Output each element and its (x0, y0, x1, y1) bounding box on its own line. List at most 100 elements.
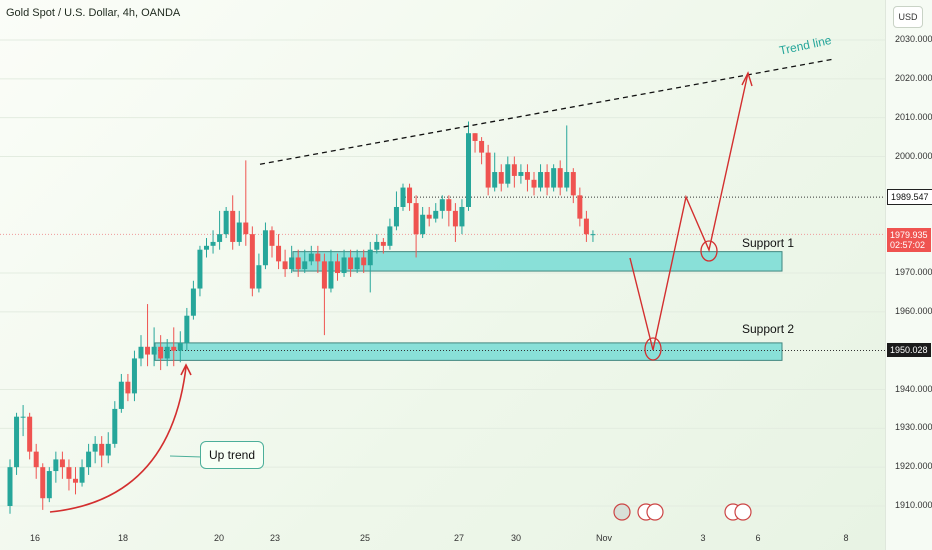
candle-body-65 (433, 210, 439, 219)
up-trend-callout: Up trend (200, 441, 265, 469)
candle-body-0 (7, 467, 13, 506)
candle-body-10 (73, 478, 78, 483)
currency-button[interactable]: USD (893, 6, 923, 28)
trend-line (259, 58, 833, 165)
candle-body-61 (407, 187, 413, 204)
candle-body-83 (551, 168, 557, 188)
candle-body-46 (308, 253, 314, 262)
candle-body-14 (99, 443, 105, 456)
x-tick-label: 20 (213, 533, 225, 543)
candle-body-51 (341, 257, 347, 273)
candle-body-17 (118, 381, 124, 409)
candle-body-33 (223, 210, 229, 235)
candle-body-9 (66, 467, 72, 479)
candle-body-75 (498, 172, 504, 184)
candle-body-62 (413, 203, 419, 235)
support-2-label: Support 2 (742, 322, 795, 336)
y-tick-label: 1930.000 (895, 422, 932, 433)
candle-body-74 (492, 172, 498, 188)
candle-body-28 (190, 288, 196, 316)
candle-body-24 (164, 346, 170, 359)
candle-body-67 (446, 199, 452, 211)
up-trend-arrowhead (180, 363, 192, 376)
candle-body-47 (315, 253, 321, 262)
y-tick-label: 2030.000 (895, 34, 932, 44)
candle-body-60 (400, 187, 406, 207)
y-tick-label: 2000.000 (895, 150, 932, 161)
candle-body-79 (524, 172, 530, 180)
candle-body-18 (125, 381, 131, 394)
candle-body-86 (570, 172, 576, 196)
candle-body-43 (289, 257, 295, 270)
candle-body-30 (204, 245, 209, 250)
candle-body-77 (511, 164, 517, 176)
x-tick-label: 23 (269, 533, 281, 543)
chart-plot-area[interactable] (0, 0, 885, 550)
candle-body-58 (387, 226, 393, 246)
candle-body-40 (269, 230, 275, 246)
candle-body-88 (583, 218, 589, 235)
candle-body-29 (197, 249, 203, 289)
candle-body-50 (335, 261, 340, 273)
candle-body-20 (138, 346, 144, 359)
projection-path (629, 72, 749, 351)
candle-body-63 (420, 214, 426, 235)
y-tick-label: 1940.000 (895, 383, 932, 394)
candle-body-5 (40, 467, 46, 499)
price-axis[interactable] (885, 0, 932, 550)
candle-body-85 (564, 172, 570, 188)
candle-body-11 (79, 467, 85, 483)
y-tick-label: 2010.000 (895, 111, 932, 122)
candle-body-53 (354, 257, 360, 270)
candle-body-22 (151, 346, 157, 355)
candle-body-35 (236, 222, 242, 242)
candle-body-42 (282, 261, 288, 270)
candlestick-chart[interactable] (0, 0, 885, 550)
candle-body-15 (105, 443, 111, 456)
candle-body-34 (230, 210, 236, 242)
candle-body-49 (328, 261, 334, 289)
candle-body-70 (466, 133, 471, 207)
candle-body-2 (20, 416, 26, 418)
circle-support-2 (644, 337, 662, 361)
x-tick-label: 3 (700, 533, 706, 543)
y-tick-label: 1920.000 (895, 461, 932, 472)
candle-body-80 (531, 179, 537, 188)
candle-body-71 (472, 133, 478, 141)
up-trend-curve (49, 366, 187, 513)
candle-body-55 (367, 249, 373, 266)
candle-body-37 (249, 234, 255, 289)
x-tick-label: 18 (117, 533, 129, 543)
candle-body-76 (505, 164, 511, 184)
x-tick-label: 27 (453, 533, 465, 543)
candle-body-78 (518, 172, 524, 176)
candle-body-56 (374, 241, 380, 250)
x-tick-label: 25 (359, 533, 371, 543)
candle-body-68 (452, 210, 458, 227)
x-tick-label: 16 (29, 533, 41, 543)
x-tick-label: 6 (755, 533, 761, 543)
callout-pointer (169, 455, 203, 458)
candle-body-72 (479, 140, 485, 153)
candle-body-66 (439, 199, 445, 211)
candle-body-23 (158, 346, 164, 359)
candle-body-36 (243, 222, 249, 235)
candle-body-84 (557, 168, 563, 188)
candle-body-16 (112, 408, 118, 444)
projection-arrowhead (741, 71, 753, 87)
price-label-1: 1979.935 02:57:02 (887, 228, 931, 253)
candle-body-19 (131, 358, 137, 394)
price-label-0: 1989.547 (887, 189, 932, 206)
y-tick-label: 1960.000 (895, 305, 932, 316)
candle-body-32 (217, 234, 223, 242)
candle-body-64 (426, 214, 432, 219)
candle-body-69 (459, 206, 465, 227)
event-flag-icon-4 (734, 503, 752, 521)
y-tick-label: 1910.000 (895, 500, 932, 510)
candle-body-41 (276, 245, 282, 262)
support-zone-2 (154, 342, 783, 361)
candle-body-4 (33, 451, 39, 468)
candle-body-13 (92, 443, 98, 452)
candle-body-3 (27, 416, 33, 452)
chart-title: Gold Spot / U.S. Dollar, 4h, OANDA (6, 7, 181, 19)
